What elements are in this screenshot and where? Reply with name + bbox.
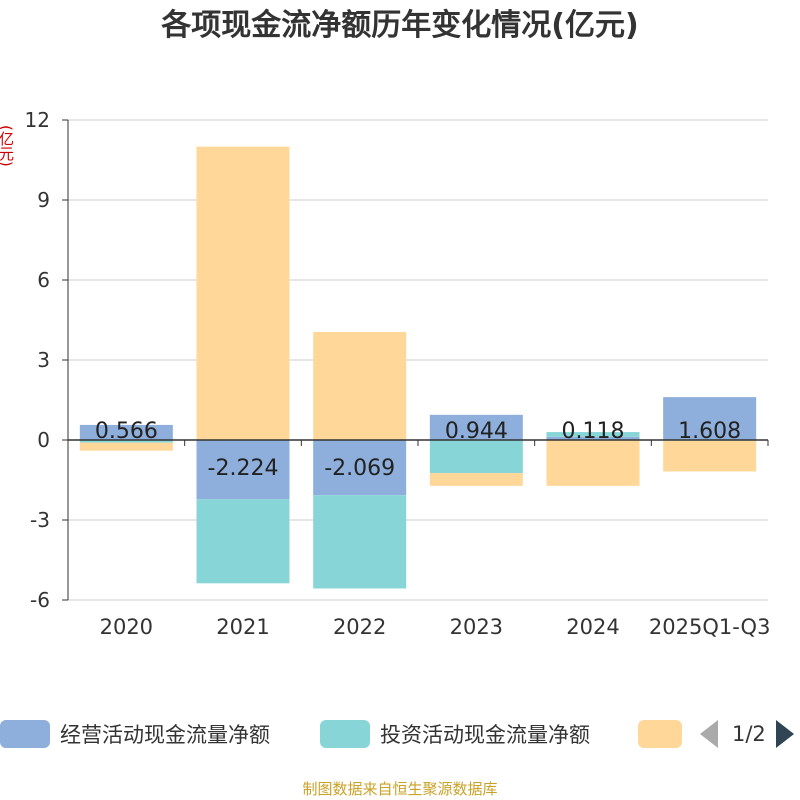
bar-operating-2022 — [313, 440, 407, 496]
x-tick-label: 2022 — [333, 615, 386, 639]
data-label: 0.566 — [95, 419, 158, 444]
y-axis-unit: (亿元) — [0, 125, 15, 167]
bar-financing-2023 — [429, 473, 523, 486]
bar-operating-2025Q1-Q3 — [663, 397, 757, 440]
bar-investing-2024 — [546, 432, 640, 437]
next-page-icon[interactable] — [775, 720, 794, 748]
x-tick-label: 2024 — [566, 615, 619, 639]
x-tick-label: 2021 — [216, 615, 269, 639]
y-tick-label: 12 — [25, 108, 50, 132]
bar-operating-2024 — [546, 436, 640, 440]
y-tick-label: -6 — [30, 588, 50, 612]
legend-swatch — [320, 720, 370, 748]
legend: 经营活动现金流量净额 投资活动现金流量净额 1/2 — [0, 712, 800, 756]
y-tick-label: 9 — [37, 188, 50, 212]
data-label: -2.069 — [324, 456, 395, 481]
bar-operating-2020 — [79, 424, 173, 440]
y-tick-label: 0 — [37, 428, 50, 452]
data-label: 1.608 — [678, 419, 741, 444]
bar-investing-2021 — [196, 499, 290, 584]
bar-investing-2020 — [79, 440, 173, 443]
bar-investing-2023 — [429, 440, 523, 474]
bar-operating-2023 — [429, 414, 523, 440]
bar-financing-2021 — [196, 146, 290, 440]
bar-financing-2022 — [313, 332, 407, 440]
legend-item-financing[interactable] — [638, 712, 682, 756]
x-tick-label: 2023 — [450, 615, 503, 639]
chart-title: 各项现金流净额历年变化情况(亿元) — [161, 8, 639, 43]
y-tick-label: 3 — [37, 348, 50, 372]
bar-financing-2025Q1-Q3 — [663, 440, 757, 472]
bar-operating-2021 — [196, 440, 290, 500]
y-tick-label: -3 — [30, 508, 50, 532]
legend-swatch — [0, 720, 50, 748]
bar-chart: 12 9 6 3 0 -3 -6 0.566 -2.224 -2.069 0.944 0.118 1.6… — [25, 108, 771, 639]
prev-page-icon[interactable] — [700, 720, 718, 748]
legend-pager: 1/2 — [700, 712, 794, 756]
legend-label: 投资活动现金流量净额 — [380, 723, 590, 747]
x-tick-label: 2020 — [100, 615, 153, 639]
legend-swatch — [638, 720, 682, 748]
legend-item-investing[interactable]: 投资活动现金流量净额 — [320, 712, 590, 756]
legend-item-operating[interactable]: 经营活动现金流量净额 — [0, 712, 270, 756]
data-label: 0.944 — [445, 419, 508, 444]
legend-page-indicator: 1/2 — [732, 722, 766, 746]
data-label: -2.224 — [208, 456, 279, 481]
bar-financing-2024 — [546, 440, 640, 486]
bar-investing-2022 — [313, 495, 407, 589]
y-tick-label: 6 — [37, 268, 50, 292]
data-label: 0.118 — [562, 419, 625, 444]
x-tick-label: 2025Q1-Q3 — [649, 615, 771, 639]
bar-financing-2020 — [79, 442, 173, 451]
legend-label: 经营活动现金流量净额 — [60, 723, 270, 747]
data-source-note: 制图数据来自恒生聚源数据库 — [302, 780, 498, 798]
